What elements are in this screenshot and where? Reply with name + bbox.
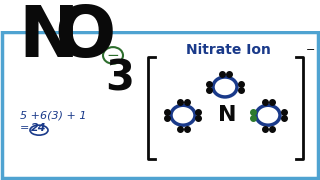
Text: Nitrate Ion: Nitrate Ion [186,43,270,57]
Text: N: N [18,3,78,72]
Text: −: − [306,45,316,55]
Text: 5 +6(3) + 1: 5 +6(3) + 1 [20,110,86,120]
Text: N: N [218,105,236,125]
Text: 3: 3 [105,57,134,99]
Text: =: = [20,123,33,133]
Text: O: O [54,3,116,72]
Text: 24: 24 [31,123,46,133]
Text: −: − [107,48,119,63]
